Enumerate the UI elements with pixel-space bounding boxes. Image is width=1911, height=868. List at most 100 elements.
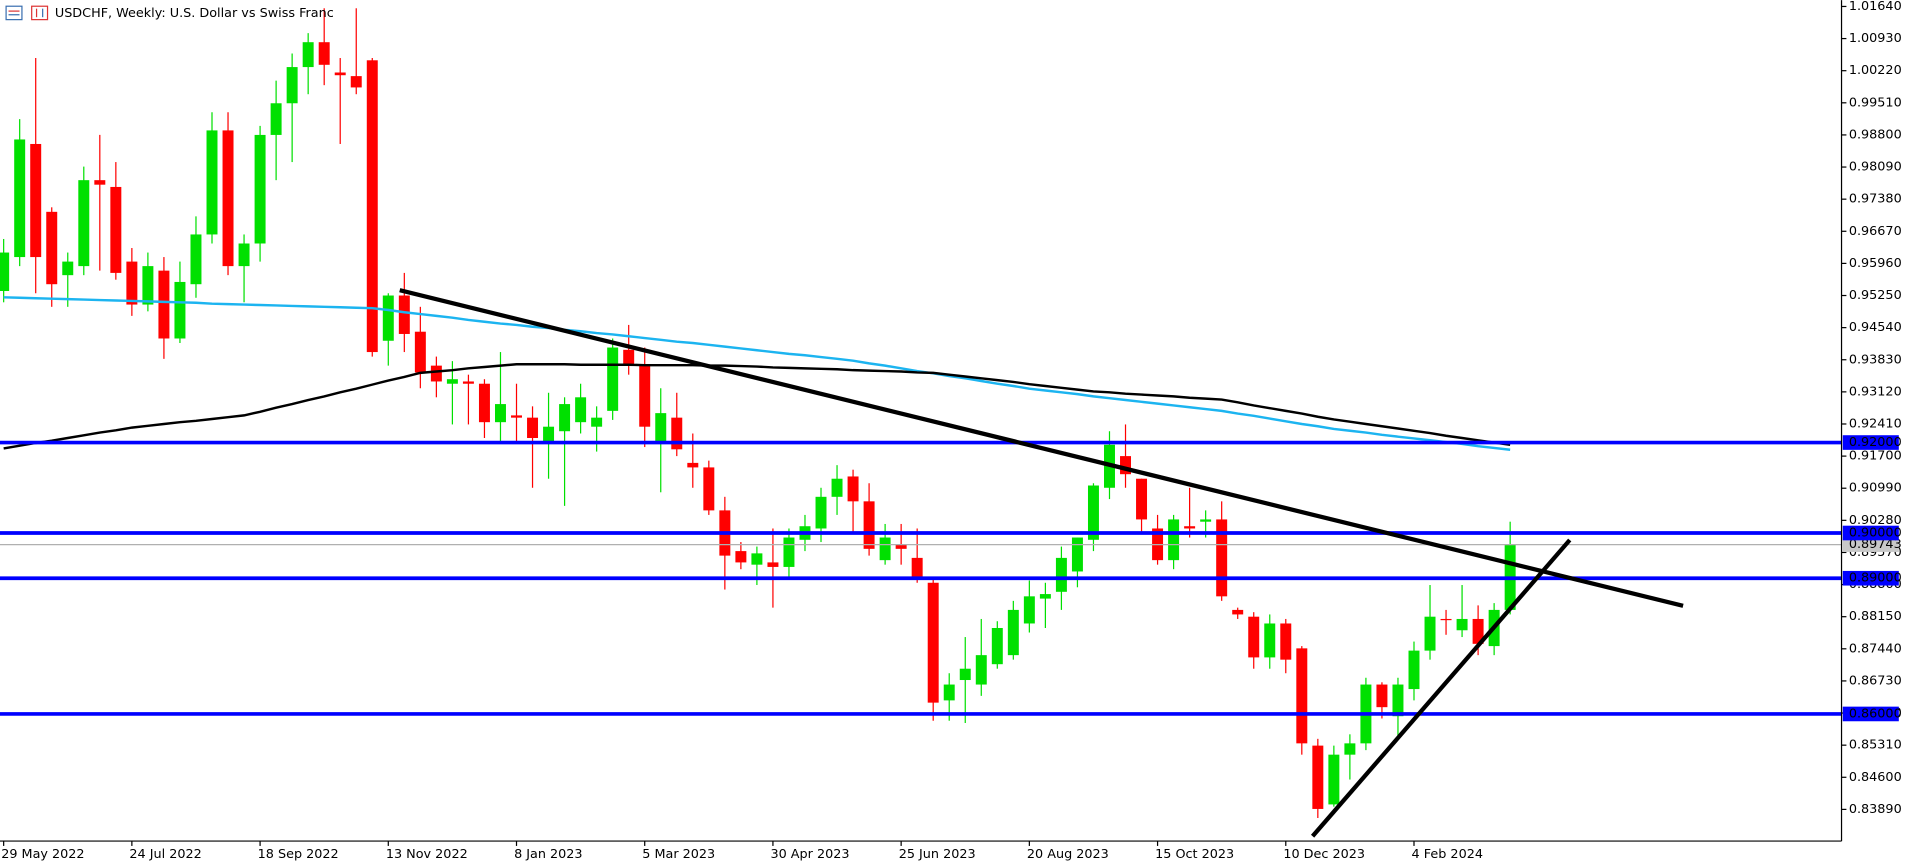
candle-body [334,72,346,76]
level-label: 0.89000 [1849,571,1902,586]
candle-body [1344,743,1356,755]
y-tick-label: 0.90280 [1849,513,1902,528]
candle-body [366,60,378,353]
candle-body [895,544,907,549]
candle-body [639,365,651,427]
candle-body [1376,684,1388,708]
candle-body [863,501,875,549]
y-tick-label: 0.98800 [1849,127,1902,142]
x-tick-label: 8 Jan 2023 [514,847,583,862]
y-tick-label: 0.93830 [1849,352,1902,367]
candle-body [1232,609,1244,615]
candle-body [398,295,410,334]
candle-body [286,67,298,104]
candle-body [1472,618,1484,644]
candle-body [110,186,122,273]
candle-body [1120,456,1131,475]
level-label-box [1842,525,1899,541]
y-tick-label: 0.98090 [1849,160,1902,175]
candle-body [1392,684,1404,717]
candle-body [1007,609,1019,656]
x-tick-label: 13 Nov 2022 [386,847,468,862]
y-tick-label: 0.83890 [1849,802,1902,817]
candle-body [527,417,539,439]
level-label: 0.86000 [1849,706,1902,721]
level-label: 0.90000 [1849,526,1902,541]
trendline [1310,538,1572,838]
candle-body [1424,616,1436,651]
y-tick-label: 0.93120 [1849,384,1902,399]
icon [31,5,49,21]
candle-body [478,383,490,423]
indicator-line [3,363,1511,450]
current-price-box [1842,537,1899,552]
candle-body [927,582,939,703]
y-tick-label: 0.97380 [1849,192,1902,207]
candle-body [62,261,74,276]
y-tick-label: 0.90990 [1849,481,1902,496]
candle-body [30,143,42,258]
y-tick-label: 0.95250 [1849,288,1902,303]
x-tick-label: 18 Sep 2022 [258,847,339,862]
candle-body [0,252,10,291]
candle-body [607,347,619,411]
x-tick-label: 15 Oct 2023 [1155,847,1234,862]
candle-body [1248,616,1260,658]
candle-body [991,628,1003,665]
candle-body [735,551,747,563]
candle-body [671,417,683,450]
y-tick-label: 0.86730 [1849,673,1902,688]
x-tick-label: 30 Apr 2023 [770,847,849,862]
candle-body [414,331,426,373]
candle-body [1280,623,1292,660]
candle-body [815,496,827,529]
candle-body [190,234,202,285]
candle-body [14,139,26,258]
candle-body [1136,478,1148,520]
y-tick-label: 0.91700 [1849,449,1902,464]
candle-body [430,365,442,382]
candle-body [1023,596,1035,624]
candle-body [1055,557,1067,592]
candle-body [1296,648,1308,744]
candle-body [1071,537,1083,572]
candle-body [1200,519,1212,522]
candle-body [911,557,923,579]
candle-body [655,413,667,443]
candle-body [847,476,859,502]
candle-body [142,266,154,305]
y-tick-label: 0.84600 [1849,770,1902,785]
symbol-icons [5,5,49,21]
candle-body [559,404,571,432]
x-tick-label: 25 Jun 2023 [899,847,976,862]
y-tick-label: 0.95960 [1849,256,1902,271]
candle-body [591,417,603,427]
candle-body [158,270,170,339]
candle-body [94,180,106,185]
chart-title: USDCHF, Weekly: U.S. Dollar vs Swiss Fra… [55,6,334,21]
y-tick-label: 1.00220 [1849,63,1902,78]
candle-body [1168,519,1180,561]
level-label-box [1842,570,1899,586]
candle-body [975,655,987,685]
candle-body [494,404,506,423]
candle-body [318,42,330,65]
candle-body [543,426,555,443]
y-tick-label: 0.92410 [1849,416,1902,431]
x-tick-label: 5 Mar 2023 [642,847,715,862]
candle-body [511,415,522,418]
candle-body [623,349,635,366]
candle-body [302,42,314,68]
candle-body [206,130,218,235]
candle-body [46,211,58,285]
x-tick-label: 10 Dec 2023 [1283,847,1365,862]
x-tick-label: 4 Feb 2024 [1412,847,1483,862]
y-tick-label: 0.87440 [1849,641,1902,656]
level-label-box [1842,435,1899,450]
x-tick-label: 29 May 2022 [1,847,84,862]
candle-body [751,553,763,565]
y-tick-label: 0.88150 [1849,609,1902,624]
level-label: 0.92000 [1849,435,1902,450]
